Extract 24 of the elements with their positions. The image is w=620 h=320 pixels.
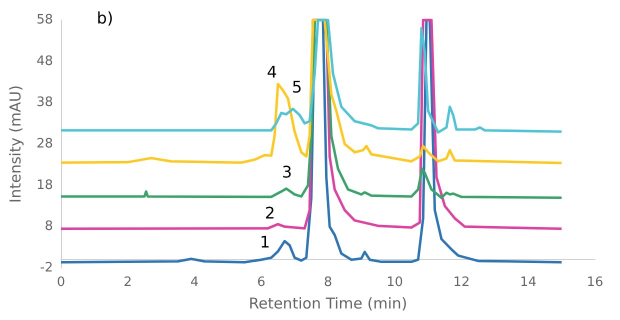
x-tick-label: 12 [453,275,470,290]
x-tick-label: 2 [124,275,132,290]
y-tick-label: 48 [36,54,53,69]
annotation: 4 [266,62,278,82]
y-tick-label: 38 [36,95,53,110]
annotation: 2 [264,204,276,222]
y-tick-label: -2 [40,260,53,276]
y-tick-label: 58 [36,12,53,28]
x-axis-title: Retention Time (min) [248,294,408,312]
x-tick-label: 6 [257,275,266,290]
x-tick-label: 8 [324,275,332,290]
y-tick-label: 28 [36,136,53,152]
x-tick-label: 0 [56,275,66,290]
x-tick-label: 14 [520,275,537,290]
annotation: b) [96,8,114,28]
x-tick-label: 4 [190,275,199,290]
annotation: 1 [260,232,270,252]
annotation: 5 [292,78,302,96]
y-axis-title: Intensity (mAU) [6,85,24,203]
annotation: 3 [282,162,292,182]
y-tick-label: 18 [36,178,53,193]
x-tick-label: 16 [586,275,604,290]
y-tick-label: 8 [44,219,53,234]
x-tick-label: 10 [386,275,404,290]
